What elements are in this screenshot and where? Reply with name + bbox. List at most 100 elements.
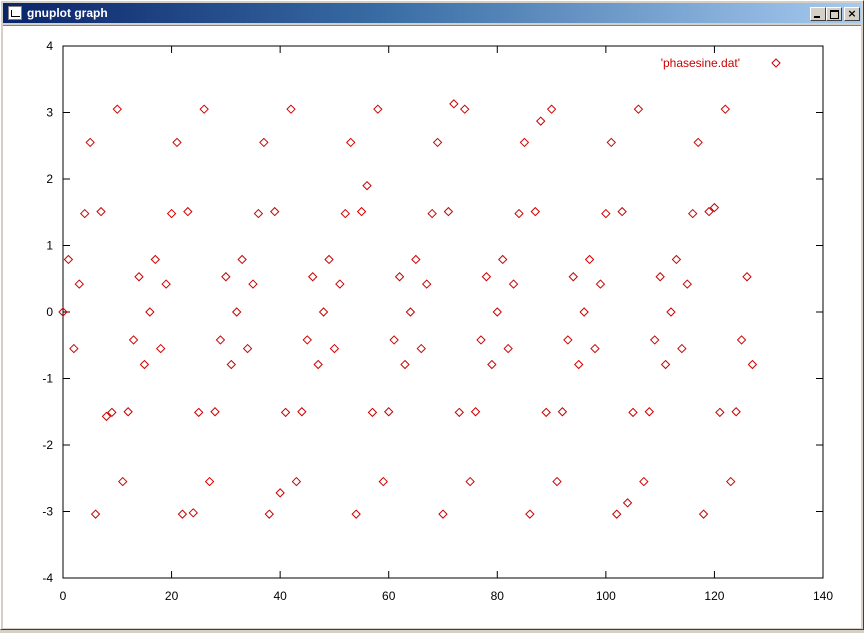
data-point xyxy=(226,359,236,370)
maximize-icon xyxy=(830,10,839,19)
data-point xyxy=(579,307,589,317)
data-point xyxy=(85,137,95,148)
data-point xyxy=(378,476,388,487)
data-point xyxy=(650,335,660,345)
y-tick-label: -4 xyxy=(42,571,53,585)
data-point xyxy=(465,476,475,487)
data-point xyxy=(525,509,535,519)
data-point xyxy=(655,272,665,282)
data-point xyxy=(58,307,68,317)
data-point xyxy=(628,407,638,418)
data-point xyxy=(503,343,513,354)
data-point xyxy=(177,509,188,519)
maximize-button[interactable] xyxy=(826,7,842,21)
data-point xyxy=(400,359,410,370)
y-tick-label: -1 xyxy=(42,372,53,386)
data-point xyxy=(335,279,345,289)
data-point xyxy=(427,208,437,219)
data-point xyxy=(297,407,307,417)
data-point xyxy=(237,254,247,265)
x-tick-label: 80 xyxy=(491,589,505,603)
data-point xyxy=(161,279,171,289)
data-point xyxy=(438,509,448,519)
data-point xyxy=(698,509,709,519)
data-point xyxy=(405,307,416,317)
legend: 'phasesine.dat' xyxy=(661,56,781,70)
data-point xyxy=(291,476,302,487)
plot-axes: 0 20 40 60 80 100 120 140 -4 -3 -2 -1 0 1 2 3 4 xyxy=(42,39,833,603)
data-point xyxy=(112,104,122,114)
data-point xyxy=(166,208,177,219)
data-point xyxy=(747,359,758,370)
data-point xyxy=(536,116,546,126)
data-point xyxy=(150,254,160,265)
y-tick-label: -3 xyxy=(42,505,53,519)
data-point xyxy=(715,407,725,418)
data-point xyxy=(601,208,611,219)
data-point xyxy=(443,206,454,217)
data-point xyxy=(275,488,285,498)
legend-label: 'phasesine.dat' xyxy=(661,56,740,70)
data-point xyxy=(90,509,101,519)
data-point xyxy=(351,509,361,519)
data-point xyxy=(63,254,74,265)
data-point xyxy=(481,272,492,282)
data-point xyxy=(454,407,464,418)
data-point xyxy=(514,208,524,219)
minimize-button[interactable] xyxy=(810,7,826,21)
data-point xyxy=(340,208,350,219)
data-point xyxy=(259,137,269,148)
data-point xyxy=(709,202,720,213)
data-point xyxy=(373,104,383,114)
data-point xyxy=(688,208,698,219)
data-point xyxy=(460,104,470,114)
data-point xyxy=(541,407,551,418)
data-point xyxy=(546,104,557,114)
title-bar[interactable]: gnuplot graph × xyxy=(3,3,861,23)
data-point xyxy=(286,104,296,114)
y-tick-label: 3 xyxy=(46,106,53,120)
data-point xyxy=(356,206,367,217)
data-point xyxy=(232,307,242,317)
data-point xyxy=(74,279,84,289)
data-point xyxy=(584,254,595,265)
data-point xyxy=(204,476,215,487)
data-point xyxy=(394,272,405,282)
data-point xyxy=(280,407,291,418)
close-button[interactable]: × xyxy=(844,7,860,21)
data-point xyxy=(742,272,752,282)
data-point xyxy=(487,359,497,370)
data-point xyxy=(731,407,741,417)
y-tick-label: 1 xyxy=(46,239,53,253)
data-point xyxy=(128,335,139,345)
data-point xyxy=(172,137,182,148)
x-tick-label: 20 xyxy=(165,589,179,603)
data-point xyxy=(666,307,676,317)
data-point xyxy=(720,104,730,114)
gnuplot-app-icon[interactable] xyxy=(8,6,22,20)
data-point xyxy=(726,476,736,487)
data-point xyxy=(139,359,150,370)
data-point xyxy=(552,476,562,487)
data-point xyxy=(318,307,329,317)
data-point xyxy=(606,137,616,148)
data-point xyxy=(612,509,622,519)
y-tick-label: 2 xyxy=(46,172,53,186)
x-tick-label: 100 xyxy=(596,589,616,603)
data-point xyxy=(302,335,312,345)
data-point xyxy=(389,335,399,345)
data-point xyxy=(96,206,106,217)
plot-canvas: 0 20 40 60 80 100 120 140 -4 -3 -2 -1 0 1 2 3 4 'phasesi… xyxy=(3,25,861,628)
y-tick-label: 4 xyxy=(46,39,53,53)
data-point xyxy=(736,335,747,345)
data-point xyxy=(498,254,508,265)
data-point xyxy=(69,343,79,354)
data-point xyxy=(308,272,318,282)
y-tick-label: 0 xyxy=(46,305,53,319)
data-point xyxy=(156,343,166,354)
data-point xyxy=(633,104,644,114)
data-point xyxy=(639,476,649,487)
data-point xyxy=(183,206,193,217)
data-point xyxy=(590,343,600,354)
